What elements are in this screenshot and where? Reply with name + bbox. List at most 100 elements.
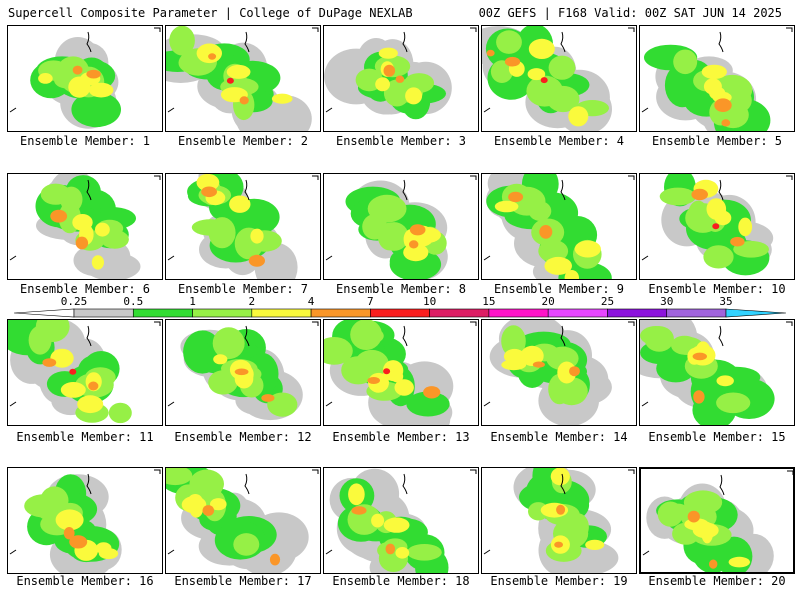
scp-contour-3 xyxy=(503,348,526,364)
ensemble-member-map xyxy=(481,173,637,280)
coastline xyxy=(628,27,635,32)
coastline xyxy=(312,27,319,32)
scp-contour-4 xyxy=(86,69,101,79)
scp-contour-3 xyxy=(72,214,93,231)
scp-field xyxy=(9,174,161,279)
scp-contour-3 xyxy=(95,222,110,237)
scp-contour-2 xyxy=(108,402,132,424)
ensemble-member-map xyxy=(7,25,163,132)
scp-contour-4 xyxy=(395,75,405,83)
coastline xyxy=(641,107,649,113)
ensemble-member-label: Ensemble Member: 15 xyxy=(648,430,786,444)
scp-contour-3 xyxy=(213,354,228,365)
lake-outline xyxy=(86,31,92,53)
scp-contour-2 xyxy=(233,533,260,556)
scp-field xyxy=(641,174,793,276)
lake-outline xyxy=(402,325,408,347)
lake-outline xyxy=(718,179,724,201)
scp-contour-2 xyxy=(267,392,298,417)
coastline xyxy=(154,175,161,180)
scp-contour-2 xyxy=(673,49,698,75)
scp-contour-4 xyxy=(692,352,707,361)
scp-field xyxy=(8,320,161,424)
scp-contour-4 xyxy=(709,559,718,569)
scp-contour-4 xyxy=(351,506,367,515)
scp-contour-4 xyxy=(556,504,566,515)
scp-contour-4 xyxy=(385,543,396,555)
scp-contour-3 xyxy=(38,73,53,84)
chart-title: Supercell Composite Parameter | College … xyxy=(8,6,413,20)
colorbar-tick-label: 25 xyxy=(601,296,614,308)
scp-contour-3 xyxy=(98,548,119,560)
colorbar-tick-label: 30 xyxy=(660,296,673,308)
colorbar-tick-label: 15 xyxy=(482,296,495,308)
scp-contour-3 xyxy=(550,468,570,486)
scp-contour-4 xyxy=(383,64,396,77)
coastline xyxy=(325,401,333,407)
ensemble-member-map xyxy=(165,319,321,426)
ensemble-member-label: Ensemble Member: 18 xyxy=(332,574,470,588)
scp-contour-2 xyxy=(703,245,734,269)
scp-field xyxy=(167,174,319,279)
scp-field xyxy=(483,468,635,573)
colorbar-segment xyxy=(607,308,668,318)
scp-contour-3 xyxy=(527,68,546,81)
colorbar-segment xyxy=(73,308,134,318)
ensemble-member-map xyxy=(165,467,321,574)
scp-field xyxy=(324,320,477,425)
scp-field xyxy=(166,468,319,573)
scp-contour-4 xyxy=(50,209,68,223)
scp-contour-5 xyxy=(712,223,720,230)
scp-contour-0 xyxy=(258,95,312,131)
scp-contour-4 xyxy=(409,224,426,236)
coastline xyxy=(167,401,175,407)
lake-outline xyxy=(560,473,566,495)
scp-contour-4 xyxy=(714,98,732,112)
scp-contour-3 xyxy=(348,483,365,506)
scp-contour-3 xyxy=(77,395,104,414)
coastline xyxy=(483,401,491,407)
scp-contour-2 xyxy=(528,201,552,221)
lake-outline xyxy=(244,179,250,201)
colorbar-segment xyxy=(488,308,549,318)
scp-contour-3 xyxy=(714,210,732,226)
colorbar-segment xyxy=(370,308,430,318)
scp-contour-4 xyxy=(569,366,580,377)
coastline xyxy=(9,107,17,113)
lake-outline xyxy=(402,179,408,201)
coastline xyxy=(470,321,477,326)
coastline xyxy=(470,175,477,180)
scp-contour-4 xyxy=(554,541,563,548)
scp-contour-3 xyxy=(371,513,385,528)
lake-outline xyxy=(402,473,408,495)
coastline xyxy=(786,27,793,32)
colorbar-tick-label: 4 xyxy=(308,296,315,308)
colorbar-tick-label: 1 xyxy=(189,296,196,308)
ensemble-member-label: Ensemble Member: 4 xyxy=(493,134,625,148)
scp-contour-3 xyxy=(88,82,114,98)
ensemble-member-map xyxy=(323,173,479,280)
scp-contour-3 xyxy=(196,174,220,192)
ensemble-member-label: Ensemble Member: 10 xyxy=(648,282,786,296)
scp-contour-2 xyxy=(166,468,193,486)
scp-contour-3 xyxy=(564,270,579,279)
scp-contour-3 xyxy=(250,228,264,244)
scp-contour-4 xyxy=(409,240,419,249)
scp-contour-2 xyxy=(501,325,526,357)
colorbar-tick-label: 2 xyxy=(249,296,256,308)
scp-contour-1 xyxy=(406,391,450,417)
colorbar-segment xyxy=(310,308,371,318)
scp-contour-5 xyxy=(226,77,234,84)
scp-contour-3 xyxy=(229,195,251,213)
coastline xyxy=(787,470,793,475)
ensemble-member-label: Ensemble Member: 6 xyxy=(19,282,151,296)
scp-contour-3 xyxy=(703,78,722,95)
coastline xyxy=(470,27,477,32)
ensemble-member-map xyxy=(323,319,479,426)
lake-outline xyxy=(86,473,92,495)
scp-field xyxy=(483,320,635,425)
scp-contour-3 xyxy=(395,547,410,559)
coastline xyxy=(483,255,491,261)
scp-contour-4 xyxy=(269,553,281,566)
colorbar-segment xyxy=(666,308,727,318)
